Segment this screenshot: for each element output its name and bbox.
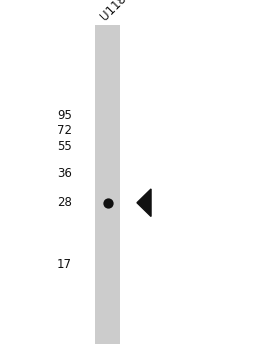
- Text: 17: 17: [57, 258, 72, 271]
- Bar: [95, 25, 120, 344]
- Point: [105, 200, 110, 206]
- Text: 55: 55: [57, 140, 72, 153]
- Text: U118MG: U118MG: [98, 0, 143, 24]
- Text: 72: 72: [57, 124, 72, 137]
- Text: 95: 95: [57, 109, 72, 122]
- Text: 28: 28: [57, 196, 72, 209]
- Text: 36: 36: [57, 167, 72, 180]
- Polygon shape: [137, 189, 151, 216]
